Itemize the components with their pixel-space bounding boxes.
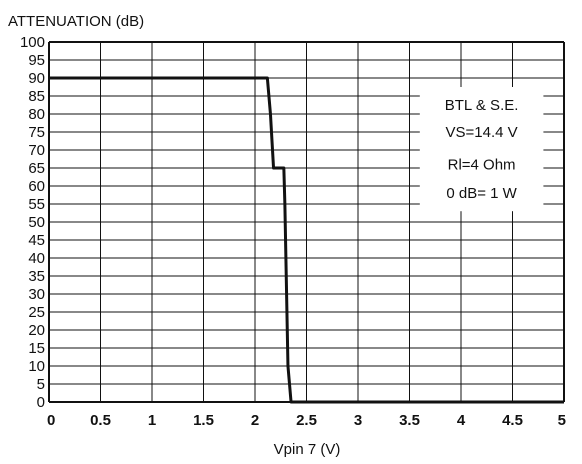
y-tick-label: 95 <box>28 52 45 69</box>
y-tick-label: 100 <box>20 34 45 51</box>
y-tick-label: 85 <box>28 88 45 105</box>
y-tick-label: 75 <box>28 124 45 141</box>
y-axis-label: ATTENUATION (dB) <box>8 13 144 30</box>
series-group <box>49 76 564 404</box>
x-axis-label: Vpin 7 (V) <box>274 441 341 458</box>
y-tick-label: 25 <box>28 304 45 321</box>
y-tick-labels: 0510152025303540455055606570758085909510… <box>20 34 45 411</box>
y-tick-label: 5 <box>37 376 45 393</box>
y-tick-label: 15 <box>28 340 45 357</box>
x-tick-label: 0 <box>47 412 55 429</box>
y-tick-label: 65 <box>28 160 45 177</box>
y-tick-label: 40 <box>28 250 45 267</box>
x-tick-label: 3 <box>354 412 362 429</box>
y-tick-label: 80 <box>28 106 45 123</box>
y-tick-label: 55 <box>28 196 45 213</box>
annotation-supply-voltage: VS=14.4 V <box>446 124 518 141</box>
annotation-box-background <box>419 87 544 212</box>
y-tick-label: 70 <box>28 142 45 159</box>
x-tick-labels: 0 0.5 1 1.5 2 2.5 3 3.5 4 4.5 5 <box>47 412 566 429</box>
x-tick-label: 1 <box>148 412 156 429</box>
y-tick-label: 30 <box>28 286 45 303</box>
y-tick-label: 20 <box>28 322 45 339</box>
attenuation-curve <box>49 76 564 404</box>
y-tick-label: 60 <box>28 178 45 195</box>
x-tick-label: 1.5 <box>193 412 214 429</box>
annotation-box: BTL & S.E. VS=14.4 V Rl=4 Ohm 0 dB= 1 W <box>419 87 544 212</box>
annotation-reference: 0 dB= 1 W <box>446 185 517 202</box>
y-tick-label: 10 <box>28 358 45 375</box>
x-tick-label: 0.5 <box>90 412 111 429</box>
y-tick-label: 50 <box>28 214 45 231</box>
x-tick-label: 2 <box>251 412 259 429</box>
y-tick-label: 0 <box>37 394 45 411</box>
x-tick-label: 5 <box>558 412 566 429</box>
x-tick-label: 2.5 <box>296 412 317 429</box>
annotation-config: BTL & S.E. <box>445 97 519 114</box>
y-tick-label: 45 <box>28 232 45 249</box>
y-tick-label: 90 <box>28 70 45 87</box>
annotation-load: Rl=4 Ohm <box>448 156 516 173</box>
y-tick-label: 35 <box>28 268 45 285</box>
x-tick-label: 3.5 <box>399 412 420 429</box>
x-tick-label: 4 <box>457 412 466 429</box>
x-tick-label: 4.5 <box>502 412 523 429</box>
